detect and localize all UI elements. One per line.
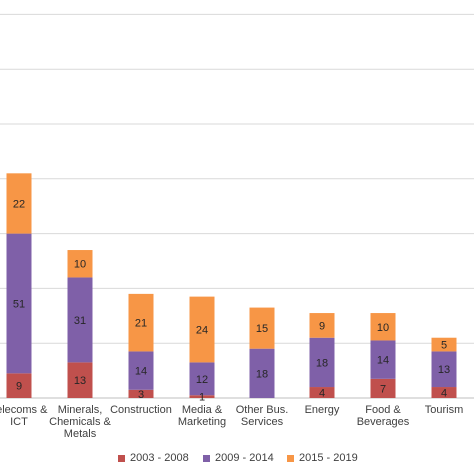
data-label: 5 [441,340,447,352]
data-label: 10 [74,259,86,271]
bar-segments [6,173,457,398]
category-label: Telecoms &ICT [0,404,48,428]
category-label: Media & Marketing [178,404,226,428]
data-label: 10 [377,322,389,334]
bar-segment [6,233,32,374]
bar-segment [431,387,457,398]
bar-segment [189,296,215,363]
category-label: Other Bus. Services [236,404,289,428]
legend-item-2003-2008: 2003 - 2008 [118,450,189,466]
data-label: 13 [74,375,86,387]
data-label: 18 [316,357,328,369]
legend: 2003 - 2008 2009 - 2014 2015 - 2019 [0,450,474,466]
legend-label: 2015 - 2019 [299,452,358,464]
data-label: 3 [138,389,144,401]
bar-segment [309,337,335,388]
legend-label: 2009 - 2014 [215,452,274,464]
data-label: 14 [377,355,389,367]
bar-segment [309,313,335,338]
bar-segment [67,277,93,363]
data-label: 51 [13,298,25,310]
data-label: 24 [196,325,208,337]
category-label: Minerals, Chemicals & Metals [49,404,111,440]
category-label: Food & Beverages [357,404,410,428]
bar-segment [6,373,32,398]
bar-segment [67,362,93,398]
data-label: 1 [199,392,205,404]
data-label: 12 [196,374,208,386]
legend-swatch [203,454,210,462]
bar-segment [370,313,396,341]
bar-segment [128,293,154,352]
bar-segment [249,307,275,349]
data-label: 4 [319,388,325,400]
bar-segment [370,378,396,398]
data-label: 15 [256,323,268,335]
legend-item-2015-2019: 2015 - 2019 [287,450,358,466]
data-label: 22 [13,198,25,210]
legend-swatch [287,454,294,462]
legend-swatch [118,454,125,462]
bar-segment [128,351,154,390]
bar-segment [6,173,32,234]
data-label: 4 [441,388,447,400]
category-label: Tourism [425,404,464,416]
bar-segment [67,250,93,278]
data-label: 14 [135,366,147,378]
bar-segment [309,387,335,398]
bar-segment [370,340,396,379]
bar-segment [128,389,154,398]
bar-segment [249,348,275,398]
data-label: 13 [438,364,450,376]
bar-segment [431,351,457,388]
category-label: Construction [110,404,172,416]
category-label: Energy [305,404,340,416]
bar-segment [189,395,215,398]
data-label: 7 [380,383,386,395]
data-label: 21 [135,318,147,330]
legend-label: 2003 - 2008 [130,452,189,464]
bar-segment [189,362,215,396]
data-label: 31 [74,315,86,327]
data-labels: 9 51 22 13 31 10 3 14 21 1 12 24 18 15 4 18 9 7 14 10 4 13 5 [13,198,450,403]
legend-item-2009-2014: 2009 - 2014 [203,450,274,466]
data-label: 9 [319,320,325,332]
bar-segment [431,337,457,352]
data-label: 18 [256,368,268,380]
data-label: 9 [16,381,22,393]
